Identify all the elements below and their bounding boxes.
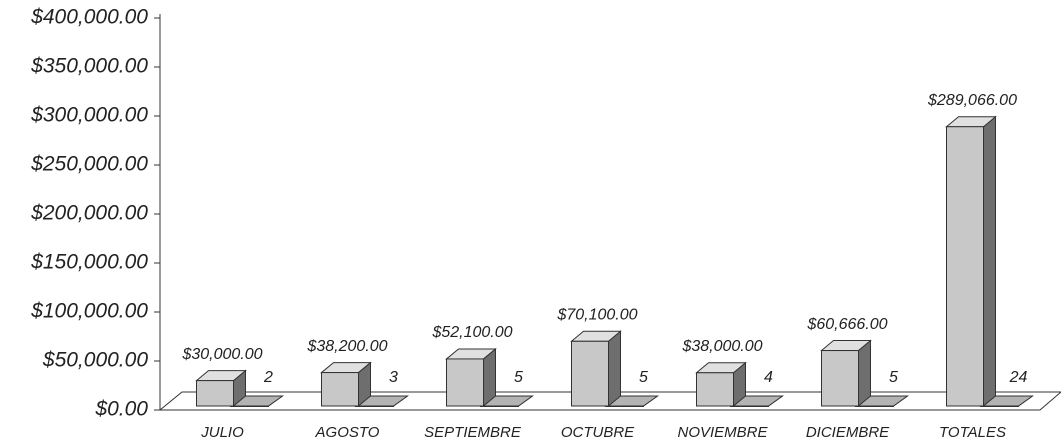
data-label: $289,066.00 bbox=[927, 92, 1017, 109]
y-tick-label: $350,000.00 bbox=[30, 55, 148, 78]
bar bbox=[480, 405, 519, 407]
data-label: $52,100.00 bbox=[431, 324, 512, 341]
bar bbox=[821, 350, 859, 407]
x-tick-label: OCTUBRE bbox=[561, 424, 635, 441]
data-label: 2 bbox=[263, 369, 273, 386]
data-label: 5 bbox=[514, 369, 523, 386]
data-label: 4 bbox=[764, 369, 773, 386]
y-tick-label: $250,000.00 bbox=[30, 153, 148, 176]
y-tick-label: $400,000.00 bbox=[30, 6, 148, 29]
bar bbox=[980, 405, 1019, 407]
bar bbox=[446, 358, 484, 407]
data-label: $38,000.00 bbox=[681, 338, 762, 355]
bar bbox=[855, 405, 894, 407]
data-label: 3 bbox=[389, 369, 398, 386]
bar-side bbox=[983, 115, 996, 408]
data-label: $60,666.00 bbox=[806, 316, 887, 333]
data-label: 24 bbox=[1009, 369, 1028, 386]
bar bbox=[696, 372, 734, 407]
y-tick-label: $100,000.00 bbox=[30, 300, 148, 323]
y-tick-label: $300,000.00 bbox=[30, 104, 148, 127]
y-tick-label: $50,000.00 bbox=[42, 349, 148, 372]
bar bbox=[230, 405, 269, 407]
bar bbox=[946, 126, 984, 407]
x-tick-label: NOVIEMBRE bbox=[677, 424, 768, 441]
y-tick-label: $150,000.00 bbox=[30, 251, 148, 274]
data-label: 5 bbox=[889, 369, 898, 386]
y-tick-label: $200,000.00 bbox=[30, 202, 148, 225]
bar-side bbox=[608, 330, 621, 408]
bar bbox=[605, 405, 644, 407]
x-tick-label: DICIEMBRE bbox=[806, 424, 890, 441]
bar bbox=[571, 340, 609, 407]
data-label: 5 bbox=[639, 369, 648, 386]
x-tick-label: JULIO bbox=[200, 424, 244, 441]
data-label: $38,200.00 bbox=[306, 338, 387, 355]
x-tick-label: TOTALES bbox=[939, 424, 1006, 441]
x-tick-label: AGOSTO bbox=[315, 424, 380, 441]
data-label: $70,100.00 bbox=[556, 307, 637, 324]
floor bbox=[158, 391, 1061, 411]
data-label: $30,000.00 bbox=[181, 346, 262, 363]
bar bbox=[355, 405, 394, 407]
bar bbox=[730, 405, 769, 407]
bar-side bbox=[858, 339, 871, 408]
y-tick-label: $0.00 bbox=[94, 398, 148, 421]
bar bbox=[321, 372, 359, 407]
bar bbox=[196, 380, 234, 407]
x-tick-label: SEPTIEMBRE bbox=[424, 424, 522, 441]
